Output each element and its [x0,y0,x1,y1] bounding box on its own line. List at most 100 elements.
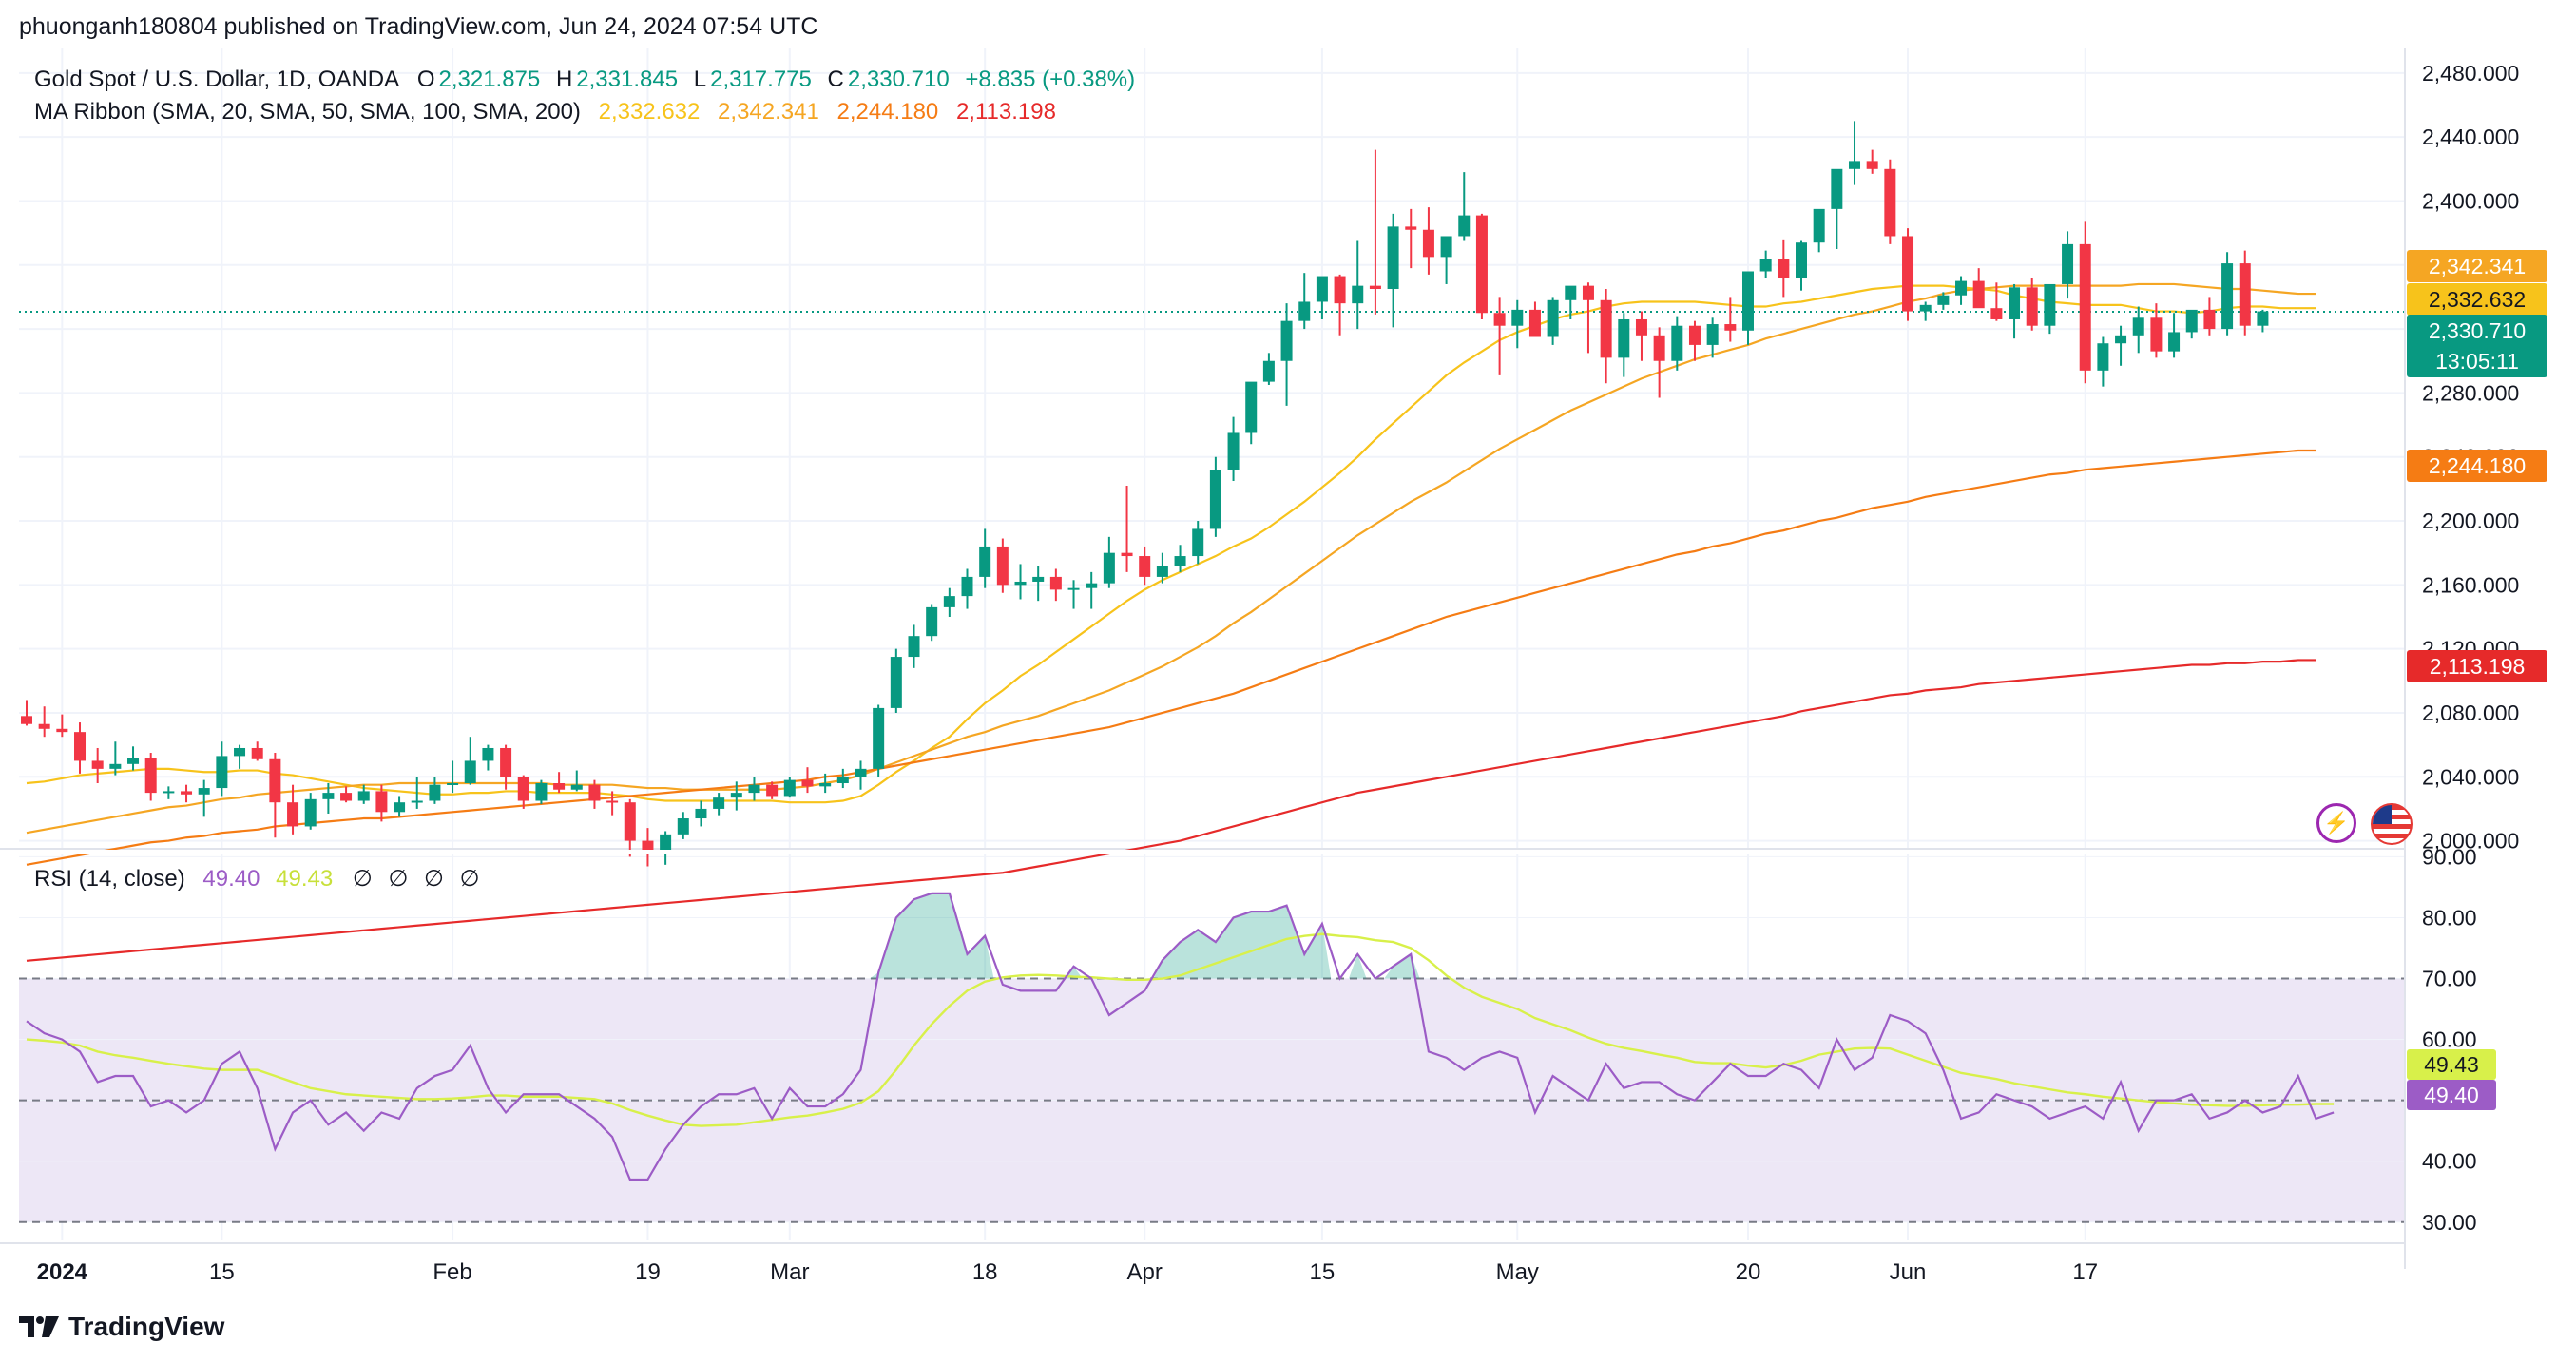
time-tick-label: 2024 [37,1259,88,1285]
candle-body [447,783,459,786]
ma-ribbon-lines [19,282,2405,962]
candle [2185,309,2198,339]
pane-mask [0,850,2405,854]
candle [1902,228,1914,321]
candle [109,741,122,776]
candle-body [1600,299,1612,358]
rsi-title[interactable]: RSI (14, close) [34,866,185,892]
candle [1121,485,1133,572]
null-value: ∅ [424,866,444,892]
time-tick-label: Apr [1127,1259,1163,1285]
rsi-value: 49.40 [202,866,260,892]
candle [2044,283,2056,335]
candle [979,528,991,588]
candle [1919,301,1932,321]
axis-badges: 2,342.341 2,332.632 2,330.710 13:05:11 2,244… [2407,250,2547,1110]
candle [961,568,973,609]
time-tick-label: 15 [209,1259,235,1285]
candle-body [1440,236,1452,258]
symbol-title[interactable]: Gold Spot / U.S. Dollar, 1D, OANDA [34,67,400,92]
rsi-overbought-fill [869,893,994,979]
candle [2257,309,2269,333]
candle [2168,313,2181,358]
candle-body [1493,313,1506,326]
close-label: C [827,67,844,92]
candle-body [1813,208,1825,243]
candle [269,753,281,838]
candle [91,747,104,784]
candle-body [144,758,157,794]
candle [447,760,459,794]
price-badge [2407,283,2547,316]
candle [1316,276,1328,319]
candle-body [1653,335,1665,361]
tradingview-brand[interactable]: TradingView [19,1312,224,1342]
candle [1688,320,1701,361]
price-badge [2407,315,2547,377]
ma-line-sma20 [26,284,2316,804]
rsi-overbought-fill [1348,953,1367,979]
candle-body [748,784,760,794]
rsi-pane [19,855,2405,1223]
candle-body [1831,168,1843,209]
candle [1032,566,1045,602]
candle [1884,159,1896,244]
candle-body [38,723,50,729]
lightning-icon[interactable]: ⚡ [2316,803,2356,843]
candle-body [1280,320,1293,361]
candle-body [1547,299,1559,337]
candle-body [1032,576,1045,582]
candle [1653,327,1665,398]
candle [1778,239,1790,298]
candle-body [2221,263,2234,330]
candle-body [1724,324,1737,331]
candle-body [855,768,867,777]
candle-body [1902,236,1914,312]
candle-body [1475,215,1488,314]
candle [695,800,707,827]
candle [2026,278,2038,331]
candle-body [163,791,175,794]
candle-body [411,800,423,803]
candle-body [553,783,566,790]
ma-ribbon-title[interactable]: MA Ribbon (SMA, 20, SMA, 50, SMA, 100, S… [34,99,581,125]
candle [2239,250,2251,336]
candle [1245,381,1258,445]
candle-body [890,657,902,708]
candle [926,604,938,642]
candle [1990,282,2003,321]
candle [2150,303,2163,358]
candle-body [2009,287,2021,319]
candle-body [783,779,796,797]
candle [500,744,512,790]
candle [713,793,725,816]
candle [1955,276,1968,305]
candle [357,784,370,804]
candle [1937,292,1950,310]
candle-body [1014,581,1027,586]
candle-body [961,576,973,597]
candlestick-series [0,121,2405,867]
candle-body [2168,332,2181,352]
candle-body [2097,343,2109,371]
candle-body [1245,381,1258,433]
candle [1458,172,1471,241]
candle-body [996,546,1009,586]
rsi-tick-label: 70.00 [2422,967,2477,991]
candle-body [375,791,388,813]
time-tick-label: 15 [1310,1259,1336,1285]
candle-body [1759,259,1772,272]
null-value: ∅ [459,866,480,892]
candle-body [1067,587,1080,590]
candle-body [181,791,193,795]
candle-body [500,747,512,777]
candle [1405,208,1417,269]
change-value: +8.835 (+0.38%) [965,67,1136,92]
candle [553,772,566,794]
candle [836,768,849,789]
candle [1813,208,1825,253]
candle [996,538,1009,593]
candle [1334,274,1346,336]
us-flag-icon[interactable] [2371,803,2413,845]
